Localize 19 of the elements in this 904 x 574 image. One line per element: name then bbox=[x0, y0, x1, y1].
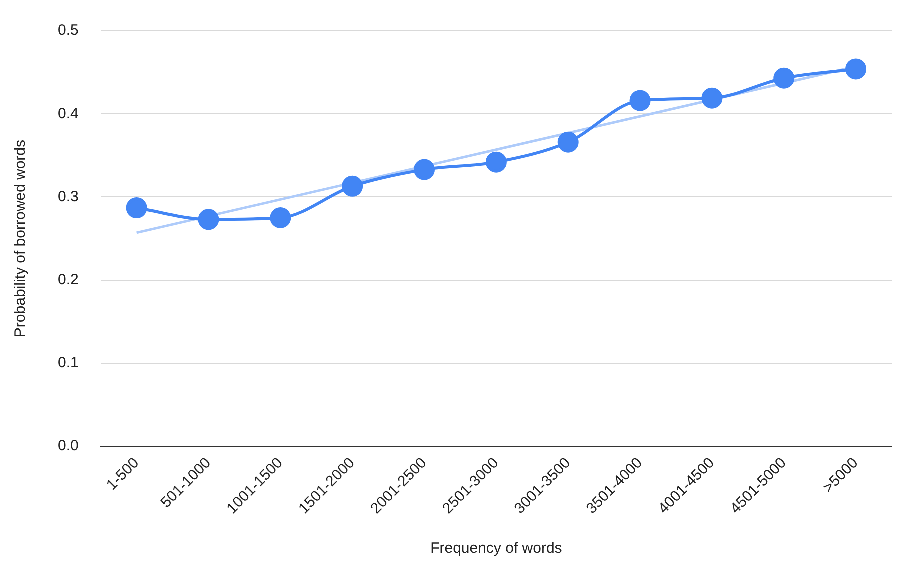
point bbox=[486, 152, 507, 173]
point bbox=[270, 207, 292, 228]
point bbox=[630, 90, 651, 112]
point bbox=[774, 68, 795, 89]
y-axis-title: Probability of borrowed words bbox=[12, 140, 30, 338]
point bbox=[342, 176, 364, 197]
point bbox=[558, 132, 579, 153]
y-tick-label: 0.0 bbox=[58, 438, 79, 455]
y-tick-label: 0.1 bbox=[58, 354, 79, 372]
y-tick-label: 0.2 bbox=[58, 271, 79, 288]
y-tick-label: 0.3 bbox=[58, 188, 79, 206]
y-tick-label: 0.5 bbox=[58, 22, 79, 40]
point bbox=[414, 159, 436, 180]
x-axis-title: Frequency of words bbox=[430, 540, 562, 558]
point bbox=[702, 88, 723, 109]
point bbox=[846, 58, 867, 80]
point bbox=[198, 209, 220, 230]
y-tick-label: 0.4 bbox=[58, 105, 79, 122]
point bbox=[126, 198, 148, 219]
